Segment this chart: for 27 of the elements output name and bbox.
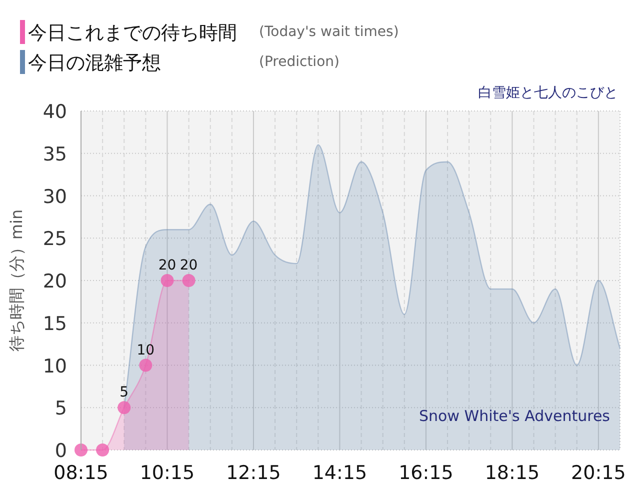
legend-label: 今日これまでの待ち時間 bbox=[28, 22, 237, 44]
x-tick-label: 14:15 bbox=[312, 462, 368, 484]
y-tick-label: 25 bbox=[42, 228, 67, 250]
x-tick-label: 18:15 bbox=[484, 462, 540, 484]
legend-label: 今日の混雑予想 bbox=[28, 52, 161, 74]
x-tick-label: 20:15 bbox=[571, 462, 626, 484]
y-tick-label: 10 bbox=[42, 355, 67, 378]
y-tick-label: 5 bbox=[54, 398, 67, 420]
y-axis-title: 待ち時間（分）min bbox=[7, 209, 26, 352]
text: (Today's wait times) bbox=[259, 24, 399, 40]
y-tick-label: 15 bbox=[42, 312, 67, 335]
x-tick-label: 08:15 bbox=[54, 462, 108, 484]
y-tick-label: 30 bbox=[42, 186, 67, 208]
data-label: 5 bbox=[120, 384, 129, 401]
data-label: 10 bbox=[136, 342, 155, 358]
data-label: 20 bbox=[180, 258, 198, 274]
y-tick-label: 20 bbox=[42, 270, 67, 292]
y-tick-label: 0 bbox=[54, 440, 67, 462]
y-tick-label: 35 bbox=[42, 143, 67, 166]
x-tick-label: 16:15 bbox=[398, 462, 454, 484]
text: (Prediction) bbox=[259, 54, 340, 70]
x-tick-label: 10:15 bbox=[140, 462, 195, 484]
text: Snow White's Adventures bbox=[419, 407, 610, 425]
data-label: 20 bbox=[158, 258, 176, 274]
x-tick-label: 12:15 bbox=[226, 462, 281, 484]
y-tick-label: 40 bbox=[42, 101, 67, 123]
chart-title: 白雪姫と七人のこびと bbox=[478, 85, 618, 101]
